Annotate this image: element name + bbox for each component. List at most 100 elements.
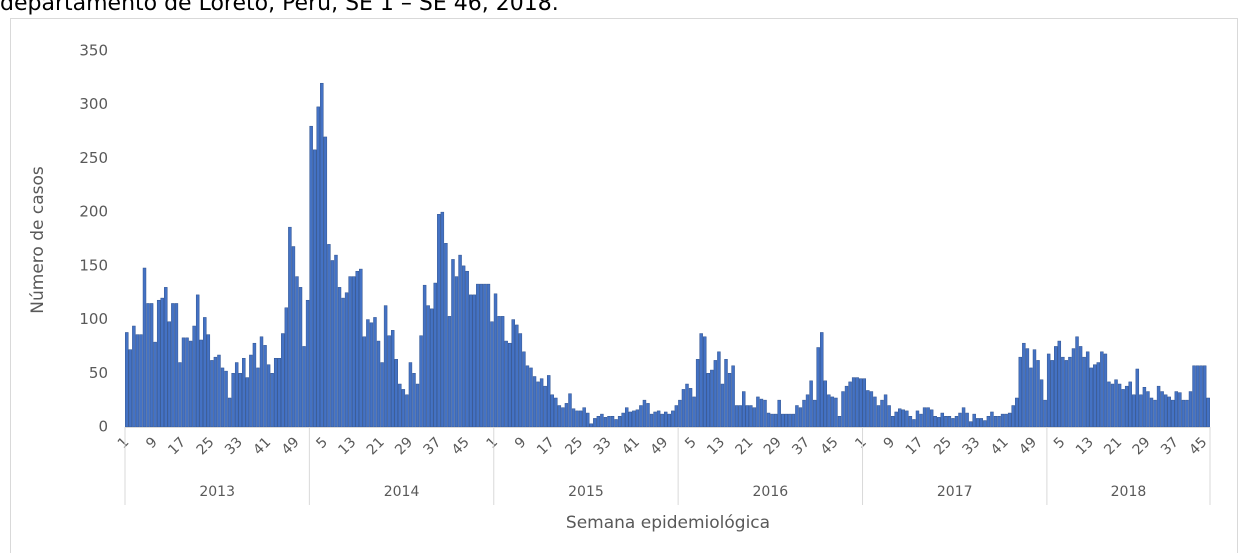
bar — [976, 418, 980, 428]
bar — [429, 308, 434, 428]
x-tick-label: 33 — [222, 434, 246, 458]
bar — [844, 385, 849, 428]
bar — [231, 373, 235, 428]
bar — [164, 287, 168, 428]
bar — [1192, 365, 1196, 428]
x-tick-label: 29 — [1130, 434, 1154, 458]
bar — [692, 396, 696, 428]
bar — [1022, 342, 1026, 428]
bar — [1156, 385, 1161, 428]
bar — [809, 380, 813, 428]
bar — [249, 354, 253, 428]
bar — [1061, 356, 1065, 428]
bar — [628, 411, 632, 428]
bar — [1068, 356, 1072, 428]
bar — [876, 405, 881, 428]
bar — [890, 416, 895, 428]
y-tick-label: 300 — [79, 95, 108, 113]
bar — [1054, 346, 1058, 428]
x-tick-label: 5 — [682, 434, 700, 452]
bar — [412, 373, 416, 428]
bar — [649, 413, 654, 428]
bar — [341, 297, 345, 428]
x-tick-label: 21 — [364, 434, 388, 458]
x-tick-label: 45 — [818, 434, 842, 458]
bar — [734, 405, 739, 428]
bar — [465, 270, 469, 428]
bar — [1082, 356, 1086, 428]
bar — [568, 393, 572, 428]
bar — [820, 332, 824, 428]
bar — [266, 364, 271, 428]
bar — [834, 397, 838, 428]
bar — [575, 410, 579, 428]
bar — [242, 357, 246, 428]
bar — [1153, 399, 1157, 428]
bar — [653, 411, 657, 428]
bar — [561, 407, 565, 428]
x-tick-label: 21 — [1101, 434, 1125, 458]
bar — [362, 336, 367, 428]
bar — [525, 365, 530, 428]
bar — [1142, 387, 1147, 428]
bar — [678, 399, 682, 428]
x-tick-label: 45 — [449, 434, 473, 458]
bar — [951, 418, 955, 428]
bar — [394, 359, 398, 428]
bar — [635, 409, 640, 428]
bar — [1078, 346, 1083, 428]
bar — [1043, 399, 1047, 428]
bar — [961, 407, 966, 428]
bar — [149, 303, 154, 428]
bar — [905, 410, 909, 428]
bar — [901, 409, 906, 428]
group-label: 2015 — [568, 484, 604, 500]
bar — [337, 287, 342, 428]
bar — [990, 411, 994, 428]
bar — [437, 214, 441, 428]
bar — [1071, 348, 1076, 428]
chart-frame — [10, 18, 1238, 553]
bar — [837, 416, 842, 428]
bar — [128, 349, 133, 428]
bar — [1163, 394, 1168, 428]
bar — [1085, 351, 1090, 428]
bar — [500, 316, 505, 428]
bar — [646, 403, 650, 428]
bar — [706, 373, 710, 428]
bar — [681, 389, 686, 428]
group-label: 2016 — [753, 484, 789, 500]
bar — [585, 412, 590, 428]
bar — [1050, 360, 1054, 428]
bar — [1015, 397, 1019, 428]
bar — [848, 381, 852, 428]
bar — [869, 391, 874, 428]
bar — [490, 321, 494, 428]
bar — [312, 149, 317, 428]
bar — [777, 399, 781, 428]
bar — [983, 420, 987, 428]
bar — [458, 254, 462, 428]
x-tick-label: 25 — [562, 434, 586, 458]
bar — [667, 413, 671, 428]
bar — [947, 416, 952, 428]
bar — [1064, 360, 1069, 428]
bar — [217, 354, 221, 428]
bar — [153, 341, 157, 428]
bar — [380, 362, 384, 428]
bar — [873, 396, 877, 428]
bar — [614, 419, 618, 428]
x-tick-label: 9 — [143, 434, 161, 452]
x-tick-label: 21 — [733, 434, 757, 458]
bar — [511, 319, 515, 428]
bar — [1100, 351, 1104, 428]
x-tick-label: 17 — [903, 434, 927, 458]
bar — [898, 408, 902, 428]
x-tick-label: 33 — [959, 434, 983, 458]
bar — [344, 292, 349, 428]
bar — [912, 419, 916, 428]
y-tick-label: 100 — [79, 310, 108, 328]
bar — [1132, 394, 1136, 428]
bar — [763, 399, 767, 428]
